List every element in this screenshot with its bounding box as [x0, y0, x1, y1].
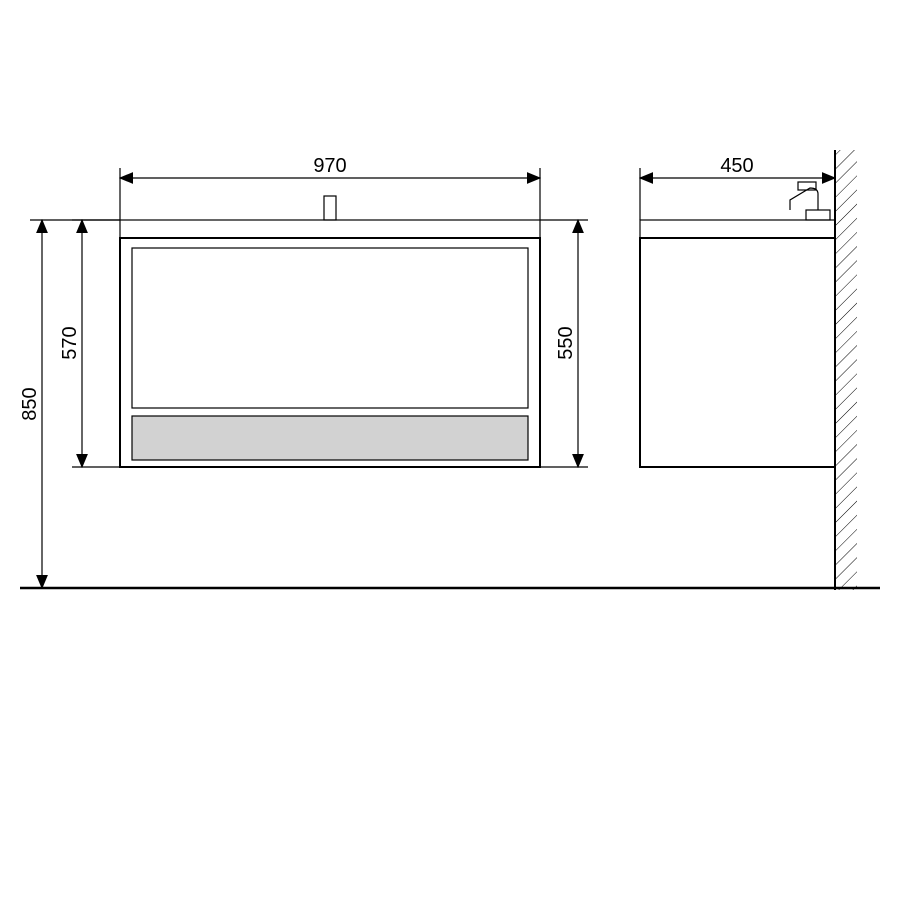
dimension-drawing: 970 450 550 570 850 — [0, 0, 900, 900]
dim-label: 850 — [19, 387, 41, 420]
dim-label: 550 — [555, 326, 577, 359]
dim-width-970: 970 — [120, 155, 540, 220]
dim-internal-550: 550 — [540, 220, 588, 467]
dim-overall-850: 850 — [19, 220, 120, 588]
dim-label: 970 — [313, 155, 346, 177]
faucet-icon — [790, 182, 830, 220]
dim-label: 570 — [59, 326, 81, 359]
dim-label: 450 — [720, 155, 753, 177]
dim-cabinet-570: 570 — [59, 220, 120, 467]
